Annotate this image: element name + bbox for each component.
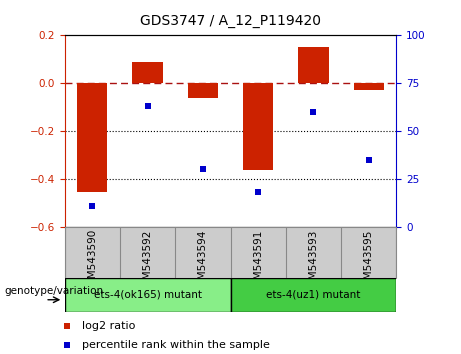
Bar <box>298 47 329 83</box>
Point <box>254 189 262 195</box>
Text: GSM543595: GSM543595 <box>364 229 374 292</box>
Text: ets-4(ok165) mutant: ets-4(ok165) mutant <box>94 290 201 300</box>
Point <box>64 323 71 329</box>
Text: GDS3747 / A_12_P119420: GDS3747 / A_12_P119420 <box>140 14 321 28</box>
Bar <box>243 83 273 170</box>
Bar <box>77 83 107 192</box>
Bar <box>188 83 218 97</box>
Text: GSM543590: GSM543590 <box>87 229 97 292</box>
Text: GSM543592: GSM543592 <box>142 229 153 292</box>
Bar <box>65 278 230 312</box>
Text: log2 ratio: log2 ratio <box>82 321 135 331</box>
Point <box>64 343 71 348</box>
Text: genotype/variation: genotype/variation <box>5 286 104 296</box>
Bar <box>132 62 163 83</box>
Text: GSM543591: GSM543591 <box>253 229 263 292</box>
Bar <box>230 278 396 312</box>
Point <box>89 203 96 209</box>
Text: GSM543593: GSM543593 <box>308 229 319 292</box>
Point <box>310 109 317 115</box>
Point <box>199 166 207 172</box>
Point <box>365 157 372 162</box>
Text: GSM543594: GSM543594 <box>198 229 208 292</box>
Text: percentile rank within the sample: percentile rank within the sample <box>82 341 270 350</box>
Bar <box>354 83 384 90</box>
Text: ets-4(uz1) mutant: ets-4(uz1) mutant <box>266 290 361 300</box>
Point <box>144 103 151 109</box>
